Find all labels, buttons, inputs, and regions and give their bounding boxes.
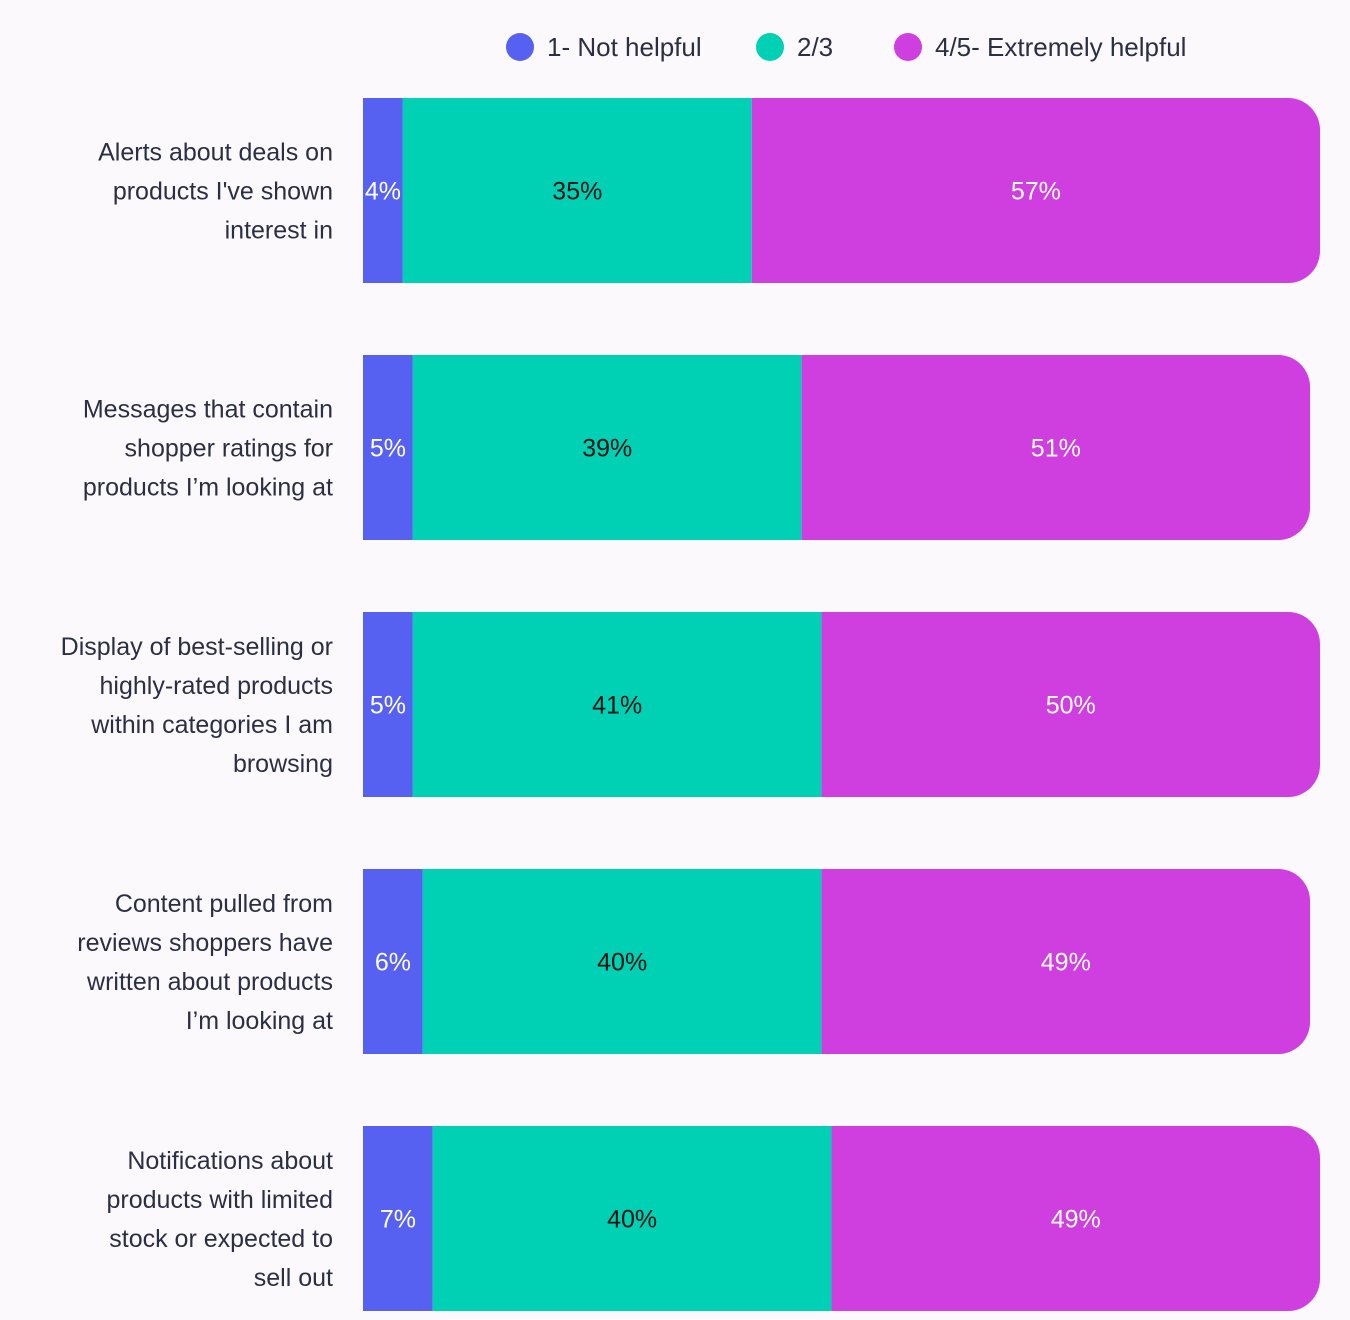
value-label-1-0: 5%: [370, 435, 406, 463]
bar-segment-1-0: [363, 355, 413, 540]
legend-swatch-0: [506, 33, 534, 61]
legend: 1- Not helpful 2/3 4/5- Extremely helpful: [506, 32, 1186, 62]
legend-label-2: 4/5- Extremely helpful: [935, 32, 1186, 62]
bar-segment-0-2: [751, 98, 1320, 283]
value-labels: 4% 35% 57% 5% 39% 51% 5% 41% 50% 6% 40% 49% 7% 40% 49%: [365, 178, 1101, 1234]
bar-segment-1-2: [801, 355, 1311, 540]
value-label-3-1: 40%: [597, 949, 647, 977]
value-label-0-2: 57%: [1011, 178, 1061, 206]
bar-segment-3-0: [363, 869, 423, 1054]
category-label-4: Notifications about products with limited…: [107, 1147, 334, 1292]
bar-segment-2-0: [363, 612, 413, 797]
category-label-3: Content pulled from reviews shoppers have…: [77, 890, 333, 1035]
value-label-4-0: 7%: [380, 1206, 416, 1234]
value-label-0-1: 35%: [552, 178, 602, 206]
bar-segment-3-2: [821, 869, 1311, 1054]
legend-label-1: 2/3: [797, 32, 833, 62]
value-label-4-2: 49%: [1051, 1206, 1101, 1234]
bar-segment-0-0: [363, 98, 403, 283]
value-label-2-1: 41%: [592, 692, 642, 720]
category-label-1: Messages that contain shopper ratings for…: [83, 396, 333, 502]
bar-segment-2-2: [821, 612, 1320, 797]
bar-segment-3-1: [422, 869, 822, 1054]
value-label-3-2: 49%: [1041, 949, 1091, 977]
value-label-2-2: 50%: [1046, 692, 1096, 720]
legend-label-0: 1- Not helpful: [547, 32, 702, 62]
value-label-1-2: 51%: [1031, 435, 1081, 463]
value-label-1-1: 39%: [582, 435, 632, 463]
bar-segment-2-1: [412, 612, 822, 797]
bar-segment-0-1: [402, 98, 752, 283]
bars: [363, 98, 1320, 1311]
legend-swatch-2: [894, 33, 922, 61]
category-labels: Alerts about deals on products I've shown…: [61, 139, 333, 1293]
legend-swatch-1: [756, 33, 784, 61]
bar-segment-4-2: [831, 1126, 1320, 1311]
category-label-2: Display of best-selling or highly-rated p…: [61, 633, 333, 778]
bar-segment-4-0: [363, 1126, 433, 1311]
category-label-0: Alerts about deals on products I've shown…: [98, 139, 333, 245]
value-label-4-1: 40%: [607, 1206, 657, 1234]
value-label-3-0: 6%: [375, 949, 411, 977]
bar-segment-1-1: [412, 355, 802, 540]
value-label-2-0: 5%: [370, 692, 406, 720]
value-label-0-0: 4%: [365, 178, 401, 206]
bar-segment-4-1: [432, 1126, 832, 1311]
